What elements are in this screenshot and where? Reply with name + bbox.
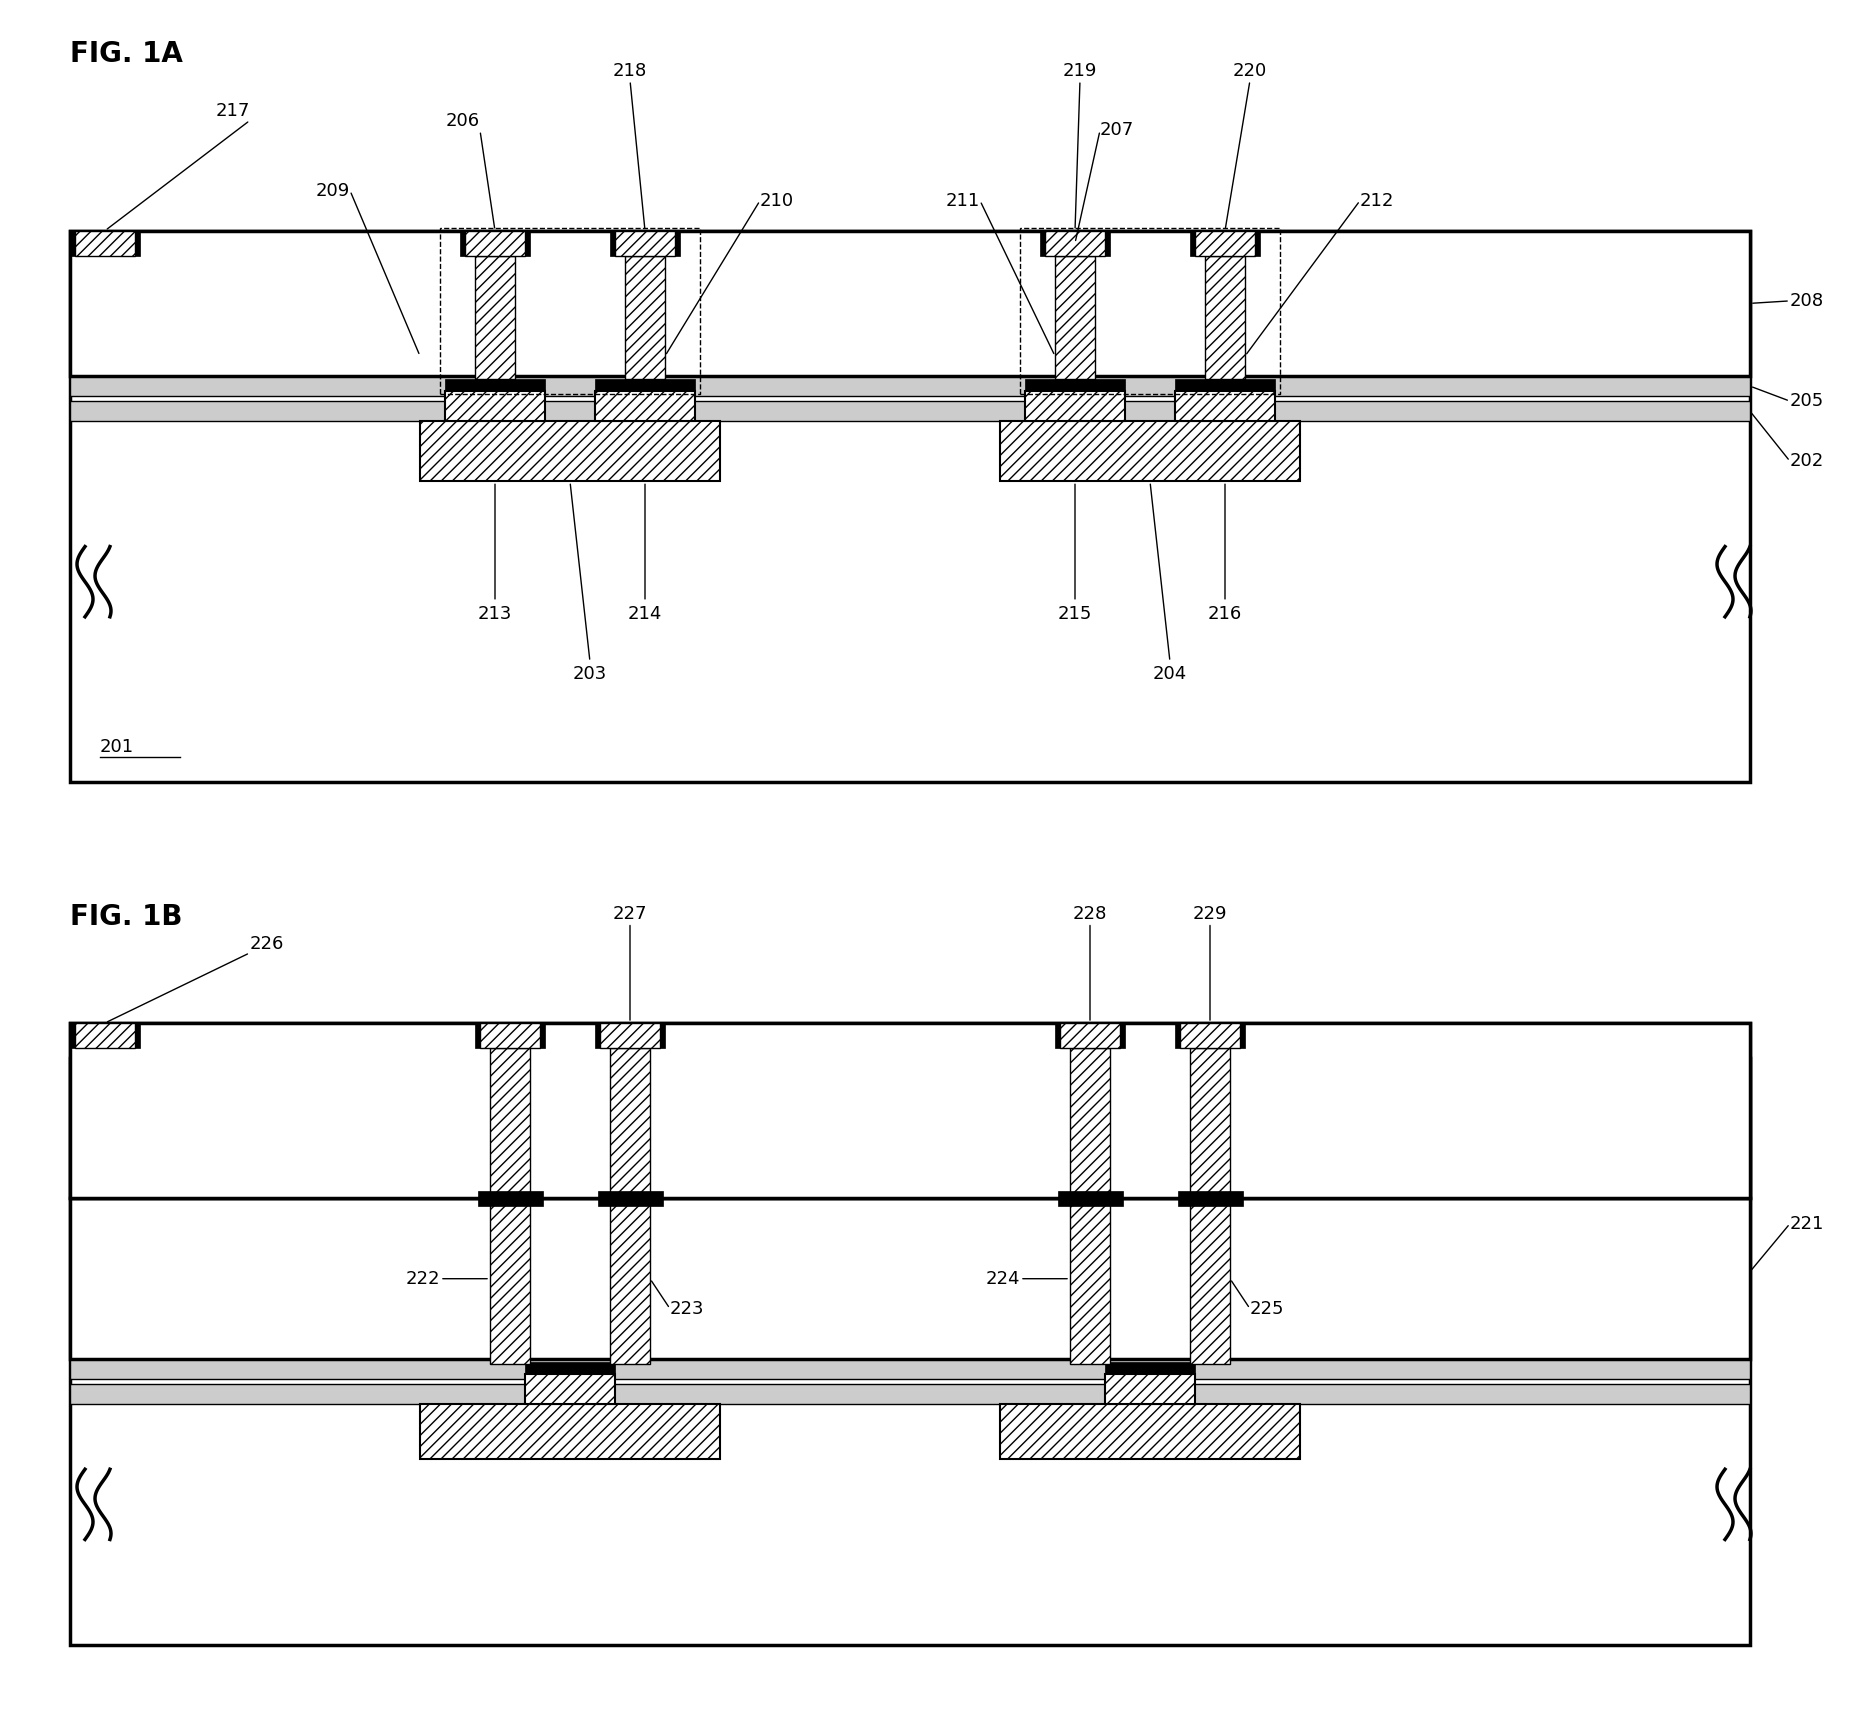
- Bar: [1070, 1049, 1109, 1364]
- Text: 212: 212: [1360, 191, 1395, 209]
- Bar: [460, 231, 531, 255]
- Text: 214: 214: [627, 605, 662, 623]
- Bar: [1026, 380, 1124, 392]
- Bar: [1000, 1404, 1300, 1459]
- Bar: [1174, 392, 1274, 421]
- Bar: [616, 231, 675, 255]
- Bar: [1020, 228, 1280, 393]
- Bar: [1055, 1023, 1124, 1049]
- Text: 219: 219: [1063, 62, 1096, 81]
- Bar: [70, 231, 1749, 781]
- Text: 221: 221: [1790, 1214, 1823, 1233]
- Bar: [1178, 1190, 1243, 1206]
- Bar: [1057, 1190, 1122, 1206]
- Bar: [1195, 231, 1256, 255]
- Text: 207: 207: [1100, 121, 1133, 140]
- Bar: [445, 380, 545, 392]
- Text: 204: 204: [1152, 664, 1187, 683]
- Bar: [525, 1363, 616, 1375]
- Text: 203: 203: [573, 664, 607, 683]
- Bar: [70, 1023, 139, 1049]
- Text: 224: 224: [985, 1270, 1020, 1287]
- Bar: [1000, 421, 1300, 481]
- Bar: [440, 228, 699, 393]
- Bar: [477, 1190, 542, 1206]
- Bar: [1041, 231, 1109, 255]
- Bar: [70, 1057, 1749, 1199]
- Text: 215: 215: [1057, 605, 1093, 623]
- Bar: [70, 231, 139, 255]
- Text: 220: 220: [1234, 62, 1267, 81]
- Bar: [70, 1383, 1749, 1404]
- Bar: [1174, 1023, 1245, 1049]
- Text: 228: 228: [1072, 904, 1107, 923]
- Bar: [419, 421, 720, 481]
- Bar: [595, 392, 696, 421]
- Text: 201: 201: [100, 738, 134, 756]
- Text: 216: 216: [1208, 605, 1243, 623]
- Text: 210: 210: [761, 191, 794, 209]
- Text: 211: 211: [946, 191, 979, 209]
- Bar: [610, 231, 681, 255]
- Bar: [70, 1023, 1749, 1199]
- Bar: [445, 392, 545, 421]
- Text: 226: 226: [250, 935, 284, 952]
- Bar: [490, 1049, 531, 1364]
- Text: 222: 222: [406, 1270, 440, 1287]
- Text: 213: 213: [479, 605, 512, 623]
- Text: 229: 229: [1193, 904, 1228, 923]
- Bar: [1106, 1375, 1195, 1404]
- Text: 206: 206: [445, 112, 480, 131]
- Bar: [475, 255, 516, 380]
- Bar: [1044, 231, 1106, 255]
- Bar: [70, 1023, 1749, 1644]
- Text: 217: 217: [215, 102, 250, 121]
- Bar: [70, 376, 1749, 397]
- Text: 225: 225: [1250, 1301, 1284, 1318]
- Bar: [419, 1404, 720, 1459]
- Bar: [466, 231, 525, 255]
- Bar: [475, 1023, 545, 1049]
- Text: 208: 208: [1790, 292, 1823, 310]
- Text: 218: 218: [612, 62, 647, 81]
- Bar: [70, 1359, 1749, 1378]
- Bar: [70, 402, 1749, 421]
- Bar: [480, 1023, 540, 1049]
- Bar: [625, 255, 664, 380]
- Bar: [595, 380, 696, 392]
- Text: 223: 223: [670, 1301, 705, 1318]
- Bar: [1055, 255, 1094, 380]
- Bar: [1180, 1023, 1239, 1049]
- Bar: [1026, 392, 1124, 421]
- Bar: [70, 1199, 1749, 1359]
- Bar: [1059, 1023, 1120, 1049]
- Bar: [1174, 380, 1274, 392]
- Text: 227: 227: [612, 904, 647, 923]
- Bar: [74, 1023, 135, 1049]
- Text: 209: 209: [315, 181, 351, 200]
- Text: FIG. 1B: FIG. 1B: [70, 902, 182, 930]
- Bar: [70, 231, 1749, 376]
- Bar: [1106, 1363, 1195, 1375]
- Text: 205: 205: [1790, 392, 1823, 411]
- Text: 202: 202: [1790, 452, 1823, 471]
- Bar: [1206, 255, 1245, 380]
- Bar: [525, 1375, 616, 1404]
- Bar: [595, 1023, 664, 1049]
- Bar: [74, 231, 135, 255]
- Text: FIG. 1A: FIG. 1A: [70, 40, 184, 67]
- Bar: [610, 1049, 649, 1364]
- Bar: [1191, 231, 1260, 255]
- Bar: [599, 1023, 660, 1049]
- Bar: [1191, 1049, 1230, 1364]
- Bar: [597, 1190, 662, 1206]
